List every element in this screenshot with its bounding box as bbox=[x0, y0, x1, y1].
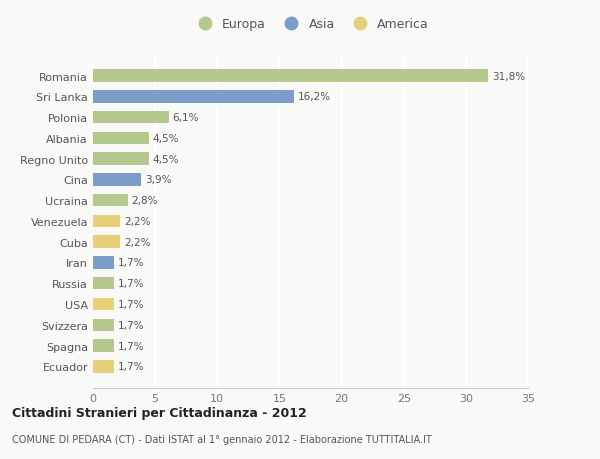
Bar bbox=[93, 257, 114, 269]
Text: 2,8%: 2,8% bbox=[131, 196, 158, 206]
Text: 2,2%: 2,2% bbox=[124, 237, 151, 247]
Text: 2,2%: 2,2% bbox=[124, 217, 151, 226]
Text: 1,7%: 1,7% bbox=[118, 279, 145, 289]
Bar bbox=[93, 215, 121, 228]
Text: 1,7%: 1,7% bbox=[118, 362, 145, 371]
Text: COMUNE DI PEDARA (CT) - Dati ISTAT al 1° gennaio 2012 - Elaborazione TUTTITALIA.: COMUNE DI PEDARA (CT) - Dati ISTAT al 1°… bbox=[12, 434, 432, 444]
Legend: Europa, Asia, America: Europa, Asia, America bbox=[192, 18, 429, 31]
Text: 16,2%: 16,2% bbox=[298, 92, 331, 102]
Bar bbox=[93, 132, 149, 145]
Bar bbox=[93, 153, 149, 166]
Bar bbox=[93, 319, 114, 331]
Bar bbox=[93, 112, 169, 124]
Text: 3,9%: 3,9% bbox=[145, 175, 172, 185]
Bar bbox=[93, 236, 121, 248]
Text: 31,8%: 31,8% bbox=[492, 72, 525, 81]
Text: 4,5%: 4,5% bbox=[152, 134, 179, 144]
Bar bbox=[93, 174, 142, 186]
Bar bbox=[93, 70, 488, 83]
Bar bbox=[93, 360, 114, 373]
Text: Cittadini Stranieri per Cittadinanza - 2012: Cittadini Stranieri per Cittadinanza - 2… bbox=[12, 406, 307, 419]
Bar bbox=[93, 298, 114, 311]
Bar bbox=[93, 277, 114, 290]
Bar bbox=[93, 195, 128, 207]
Text: 1,7%: 1,7% bbox=[118, 341, 145, 351]
Bar bbox=[93, 340, 114, 352]
Text: 1,7%: 1,7% bbox=[118, 258, 145, 268]
Text: 6,1%: 6,1% bbox=[173, 113, 199, 123]
Text: 1,7%: 1,7% bbox=[118, 299, 145, 309]
Text: 4,5%: 4,5% bbox=[152, 154, 179, 164]
Text: 1,7%: 1,7% bbox=[118, 320, 145, 330]
Bar bbox=[93, 91, 295, 103]
